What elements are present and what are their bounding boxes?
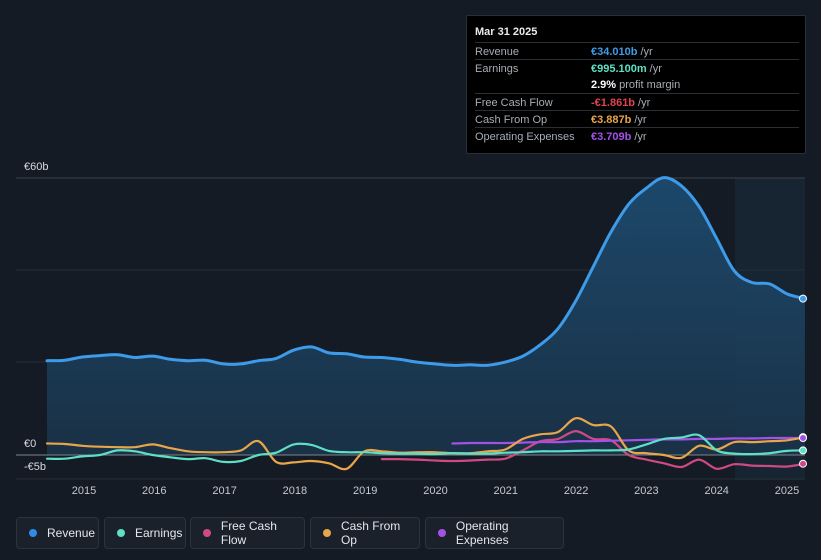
legend-item-revenue[interactable]: Revenue — [16, 517, 99, 549]
tooltip-row-earnings: Earnings €995.100m/yr — [475, 59, 799, 76]
x-tick-label-2021: 2021 — [494, 485, 518, 497]
x-tick-label-2025: 2025 — [775, 485, 799, 497]
legend-dot-icon — [117, 529, 125, 537]
tooltip-label: Revenue — [475, 46, 520, 58]
cash-from-op-line — [45, 417, 806, 471]
tooltip-row-margin: 2.9% profit margin — [475, 76, 799, 93]
tooltip-label: Cash From Op — [475, 114, 548, 126]
revenue-line — [45, 176, 807, 367]
free-cash-flow-end-point — [799, 459, 807, 468]
legend-item-operating-expenses[interactable]: Operating Expenses — [425, 517, 564, 549]
y-label-top: €60b — [24, 161, 48, 173]
tooltip-value: €34.010b/yr — [591, 46, 653, 58]
x-tick-label-2019: 2019 — [353, 485, 377, 497]
earnings-end-point — [799, 446, 807, 455]
earnings-line — [45, 433, 806, 464]
x-tick-label-2024: 2024 — [704, 485, 728, 497]
y-label-bottom: -€5b — [24, 461, 46, 473]
financial-chart: €60b €0 -€5b 2015 2016 2017 2018 2019 2020 202… — [16, 161, 807, 497]
y-label-zero: €0 — [24, 438, 36, 450]
x-tick-label-2015: 2015 — [72, 485, 96, 497]
legend-dot-icon — [203, 529, 211, 537]
operating-expenses-end-point — [799, 434, 807, 442]
revenue-area — [47, 177, 805, 455]
tooltip-row-free-cash-flow: Free Cash Flow -€1.861b/yr — [475, 93, 799, 110]
legend-label: Operating Expenses — [455, 519, 509, 547]
revenue-end-point — [799, 294, 807, 303]
legend-dot-icon — [29, 529, 37, 537]
x-tick-label-2018: 2018 — [283, 485, 307, 497]
x-tick-label-2023: 2023 — [634, 485, 658, 497]
x-tick-label-2017: 2017 — [212, 485, 236, 497]
legend-label: Revenue — [47, 526, 96, 540]
tooltip-row-cash-from-op: Cash From Op €3.887b/yr — [475, 110, 799, 127]
tooltip-label: Operating Expenses — [475, 131, 575, 143]
tooltip-value: €3.887b/yr — [591, 114, 647, 126]
x-tick-label-2016: 2016 — [142, 485, 166, 497]
legend-label: Earnings — [135, 526, 183, 540]
legend-dot-icon — [323, 529, 331, 537]
tooltip-label: Earnings — [475, 63, 519, 75]
legend-dot-icon — [438, 529, 446, 537]
tooltip-row-revenue: Revenue €34.010b/yr — [475, 42, 799, 59]
tooltip-value: €995.100m/yr — [591, 63, 662, 75]
legend-item-earnings[interactable]: Earnings — [104, 517, 186, 549]
tooltip-value: 2.9% profit margin — [591, 79, 681, 91]
x-tick-label-2020: 2020 — [423, 485, 447, 497]
tooltip-value: -€1.861b/yr — [591, 97, 651, 109]
operating-expenses-line — [451, 436, 806, 445]
legend-item-free-cash-flow[interactable]: Free Cash Flow — [190, 517, 305, 549]
free-cash-flow-line — [380, 430, 806, 470]
tooltip-label: Free Cash Flow — [475, 97, 553, 109]
x-tick-label-2022: 2022 — [564, 485, 588, 497]
tooltip-row-operating-expenses: Operating Expenses €3.709b/yr — [475, 127, 799, 144]
tooltip-date: Mar 31 2025 — [475, 26, 538, 38]
tooltip-panel: Mar 31 2025 Revenue €34.010b/yr Earnings… — [466, 15, 806, 154]
legend-label: Cash From Op — [340, 519, 401, 547]
legend-label: Free Cash Flow — [220, 519, 277, 547]
tooltip-value: €3.709b/yr — [591, 131, 647, 143]
legend-item-cash-from-op[interactable]: Cash From Op — [310, 517, 420, 549]
